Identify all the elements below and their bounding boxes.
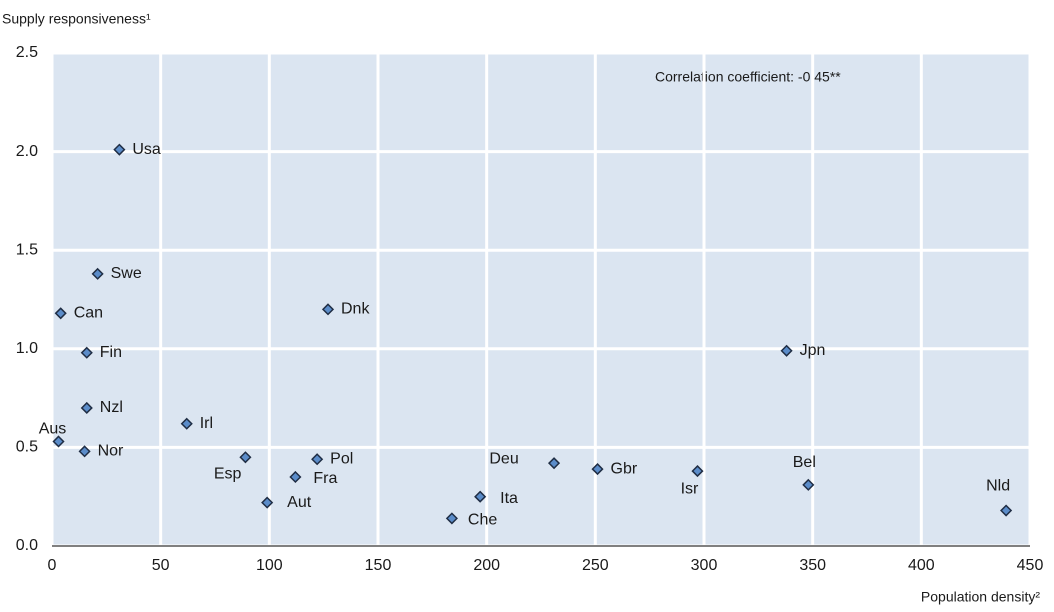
point (80, 401, 93, 415)
point-label: Can (74, 305, 103, 322)
point (180, 417, 193, 430)
point-label: Irl (200, 415, 213, 432)
point (445, 512, 458, 525)
point (311, 453, 324, 466)
x-tick-label: 50 (152, 557, 170, 574)
point-label: Nor (98, 443, 124, 460)
point (474, 490, 487, 503)
y-tick-label: 0.0 (16, 537, 38, 554)
point-label: Gbr (611, 460, 638, 477)
point (780, 344, 793, 357)
x-tick-label: 350 (799, 557, 826, 574)
annotation: Correlation coefficient: -0.45** (655, 69, 841, 85)
point-label: Fra (313, 470, 337, 487)
x-tick-label: 100 (256, 557, 283, 574)
x-axis-title: Population density² (921, 589, 1040, 605)
point-label: Aut (287, 494, 312, 511)
point (239, 451, 252, 464)
point-label: Bel (793, 454, 816, 471)
point-label: Deu (489, 450, 518, 467)
y-tick-label: 2.5 (16, 44, 38, 61)
y-axis-title: Supply responsiveness¹ (2, 11, 151, 27)
point (547, 457, 561, 470)
point (52, 435, 65, 448)
point (78, 445, 91, 458)
point-label: Usa (132, 141, 161, 158)
point (591, 463, 604, 476)
point-label: Fin (100, 344, 122, 361)
point (802, 478, 815, 491)
point (289, 470, 302, 484)
x-tick-label: 150 (365, 557, 392, 574)
point-label: Isr (681, 480, 699, 497)
x-tick-label: 300 (691, 557, 718, 574)
y-tick-label: 1.5 (16, 241, 38, 258)
y-tick-label: 2.0 (16, 143, 38, 160)
point-label: Aus (39, 421, 67, 438)
point (54, 307, 67, 320)
point-label: Esp (214, 465, 242, 482)
y-tick-label: 1.0 (16, 340, 38, 357)
plot-area (52, 53, 1030, 546)
point-label: Nzl (100, 399, 123, 416)
point (1000, 504, 1013, 517)
point (91, 267, 104, 280)
x-tick-label: 400 (908, 557, 935, 574)
point-label: Jpn (800, 342, 826, 359)
point (113, 143, 126, 156)
point-label: Nld (986, 478, 1010, 495)
x-tick-label: 200 (473, 557, 500, 574)
point (261, 496, 274, 509)
x-tick-label: 0 (48, 557, 57, 574)
point (691, 465, 704, 478)
y-tick-label: 0.5 (16, 439, 38, 456)
point-label: Pol (330, 450, 353, 467)
x-tick-label: 450 (1017, 557, 1044, 574)
point-label: Dnk (341, 301, 370, 318)
point (80, 346, 93, 359)
x-tick-label: 250 (582, 557, 609, 574)
point-label: Ita (500, 490, 518, 507)
point-label: Swe (111, 265, 142, 282)
point (321, 303, 335, 316)
point-label: Che (468, 512, 497, 529)
